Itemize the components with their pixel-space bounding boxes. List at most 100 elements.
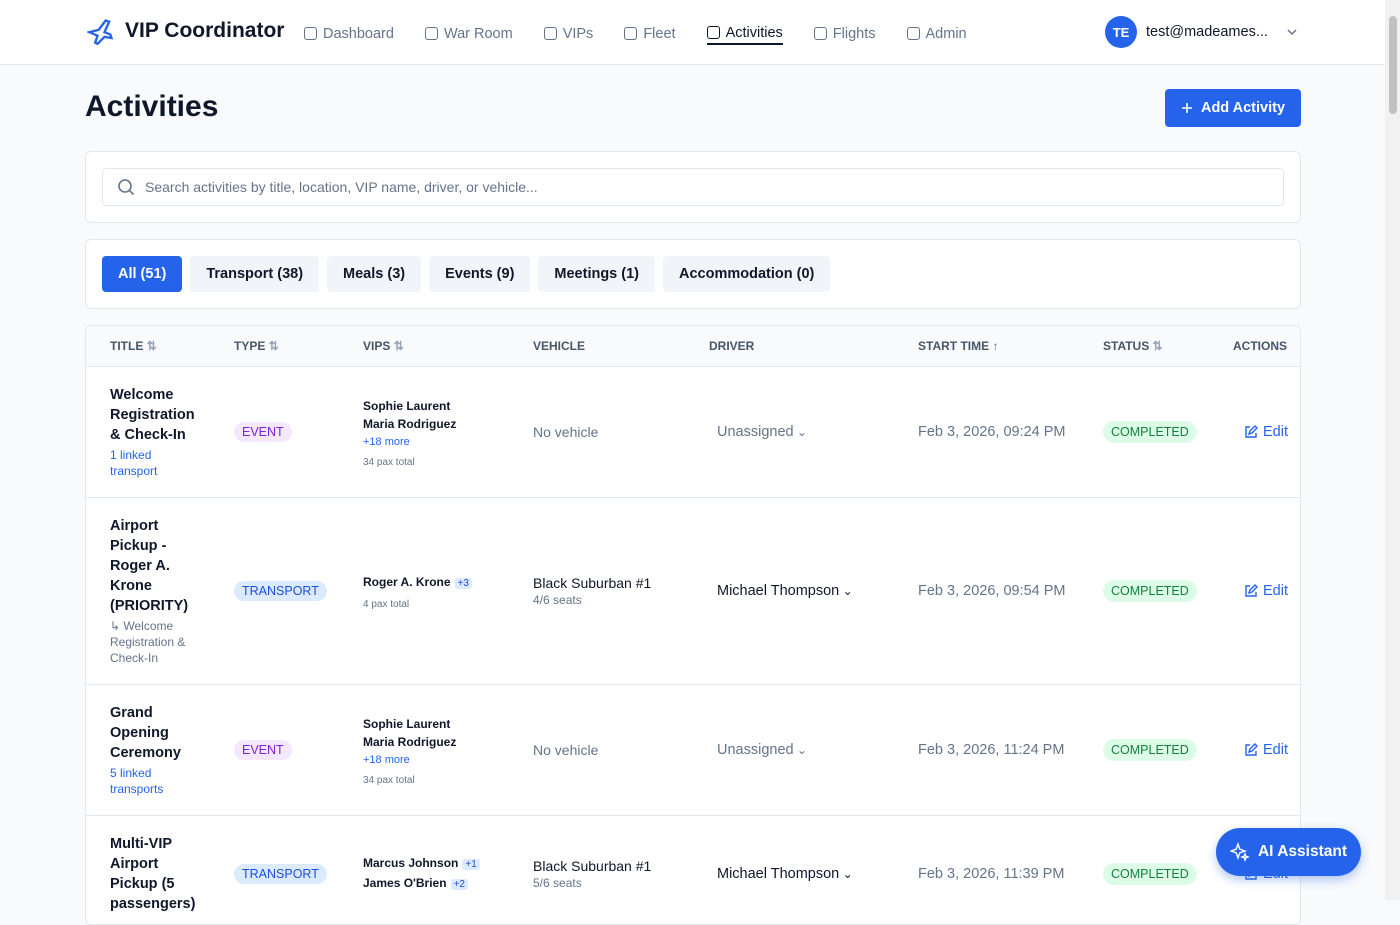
search-input[interactable]: Search activities by title, location, VI… bbox=[102, 168, 1284, 206]
filter-chip[interactable]: Meetings (1) bbox=[538, 256, 655, 292]
filter-chip[interactable]: Events (9) bbox=[429, 256, 531, 292]
column-header[interactable]: START TIME bbox=[918, 339, 1103, 353]
vip: Sophie Laurent bbox=[363, 715, 533, 733]
vip-name: Maria Rodriguez bbox=[363, 734, 457, 749]
edit-button[interactable]: Edit bbox=[1244, 583, 1300, 599]
brand[interactable]: VIP Coordinator bbox=[87, 17, 284, 45]
status-cell: COMPLETED bbox=[1103, 580, 1233, 602]
search-icon bbox=[118, 179, 135, 196]
table-row: Grand Opening Ceremony 5 linked transport… bbox=[86, 685, 1300, 816]
filter-chip[interactable]: All (51) bbox=[102, 256, 183, 292]
edit-label: Edit bbox=[1263, 742, 1288, 758]
vip-extra: +1 bbox=[462, 859, 480, 870]
nav-icon bbox=[624, 27, 638, 40]
vip: Marcus Johnson +1 bbox=[363, 854, 533, 874]
more-vips[interactable]: +18 more bbox=[363, 435, 410, 448]
filter-chip[interactable]: Meals (3) bbox=[327, 256, 422, 292]
driver-select[interactable]: Michael Thompson bbox=[709, 583, 853, 599]
type-cell: TRANSPORT bbox=[234, 864, 363, 884]
nav-item[interactable]: Flights bbox=[813, 22, 876, 45]
start-time: Feb 3, 2026, 11:24 PM bbox=[918, 742, 1065, 758]
title-cell: Grand Opening Ceremony 5 linked transport… bbox=[86, 703, 234, 797]
search-card: Search activities by title, location, VI… bbox=[85, 151, 1301, 223]
nav-item[interactable]: Activities bbox=[706, 22, 783, 45]
edit-label: Edit bbox=[1263, 424, 1288, 440]
start-time: Feb 3, 2026, 11:39 PM bbox=[918, 866, 1065, 882]
type-cell: EVENT bbox=[234, 740, 363, 760]
column-header[interactable]: STATUS bbox=[1103, 339, 1233, 353]
more-vips[interactable]: +18 more bbox=[363, 753, 410, 766]
edit-button[interactable]: Edit bbox=[1244, 424, 1300, 440]
linked-link[interactable]: 5 linked transports bbox=[110, 766, 164, 796]
nav-item[interactable]: Dashboard bbox=[304, 22, 394, 45]
nav-item[interactable]: VIPs bbox=[543, 22, 593, 45]
column-header[interactable]: TITLE bbox=[86, 339, 234, 353]
avatar: TE bbox=[1105, 16, 1137, 48]
title-cell: Welcome Registration & Check-In 1 linked … bbox=[86, 385, 234, 479]
chevron bbox=[1287, 29, 1297, 36]
filter-chip[interactable]: Transport (38) bbox=[190, 256, 320, 292]
driver-cell: Unassigned bbox=[709, 423, 918, 441]
vip-name: Sophie Laurent bbox=[363, 716, 451, 731]
vip-name: Roger A. Krone bbox=[363, 574, 451, 589]
nav: Dashboard War Room VIPs Fleet Activities Flig… bbox=[304, 22, 998, 45]
driver-cell: Unassigned bbox=[709, 741, 918, 759]
activity-title: Airport Pickup - Roger A. Krone (PRIORIT… bbox=[110, 518, 189, 614]
column-header: DRIVER bbox=[709, 339, 755, 353]
vehicle: No vehicle bbox=[533, 742, 599, 758]
type-badge: TRANSPORT bbox=[234, 864, 327, 884]
nav-icon bbox=[424, 27, 438, 40]
status-badge: COMPLETED bbox=[1103, 863, 1197, 885]
type-badge: TRANSPORT bbox=[234, 581, 327, 601]
brand-name: VIP Coordinator bbox=[125, 19, 285, 42]
seats: 4/6 seats bbox=[533, 593, 582, 607]
type-cell: TRANSPORT bbox=[234, 581, 363, 601]
vip-name: Marcus Johnson bbox=[363, 856, 459, 870]
nav-icon bbox=[813, 27, 827, 40]
pax-total: 4 pax total bbox=[363, 598, 410, 610]
status-badge: COMPLETED bbox=[1103, 421, 1197, 443]
activities-table: TITLETYPEVIPSVEHICLE DRIVER START TIMESTAT… bbox=[85, 325, 1301, 925]
vip: James O'Brien +2 bbox=[363, 874, 533, 894]
edit-label: Edit bbox=[1263, 583, 1288, 599]
status-cell: COMPLETED bbox=[1103, 421, 1233, 443]
activity-title: Grand Opening Ceremony bbox=[110, 705, 181, 761]
driver-select[interactable]: Unassigned bbox=[709, 742, 807, 758]
driver-select[interactable]: Unassigned bbox=[709, 424, 807, 440]
user-menu[interactable]: TE test@madeames... bbox=[1105, 16, 1299, 48]
linked-link[interactable]: 1 linked transport bbox=[110, 448, 158, 478]
nav-item[interactable]: War Room bbox=[424, 22, 513, 45]
vips-cell: Marcus Johnson +1 James O'Brien +2 bbox=[363, 854, 533, 894]
filter-chip[interactable]: Accommodation (0) bbox=[663, 256, 831, 292]
nav-item[interactable]: Admin bbox=[906, 22, 967, 45]
start-time: Feb 3, 2026, 09:24 PM bbox=[918, 424, 1066, 440]
table-row: Airport Pickup - Roger A. Krone (PRIORIT… bbox=[86, 498, 1300, 685]
ai-assistant-button[interactable]: AI Assistant bbox=[1216, 828, 1361, 876]
edit-button[interactable]: Edit bbox=[1244, 742, 1300, 758]
status-badge: COMPLETED bbox=[1103, 580, 1197, 602]
column-header: VEHICLE bbox=[533, 339, 586, 353]
pax-total: 34 pax total bbox=[363, 456, 415, 468]
start-time: Feb 3, 2026, 09:54 PM bbox=[918, 583, 1066, 599]
sparkle-icon bbox=[1229, 842, 1250, 862]
column-header: ACTIONS bbox=[1233, 339, 1287, 353]
column-header[interactable]: TYPE bbox=[234, 339, 363, 353]
vips-cell: Roger A. Krone +3 4 pax total bbox=[363, 573, 533, 610]
activity-title: Welcome Registration & Check-In bbox=[110, 387, 195, 443]
column-header[interactable]: VIPS bbox=[363, 339, 533, 353]
nav-icon bbox=[706, 26, 720, 39]
vehicle-cell: No vehicle bbox=[533, 742, 709, 758]
add-label: Add Activity bbox=[1200, 100, 1286, 116]
nav-label: Flights bbox=[832, 25, 876, 42]
type-cell: EVENT bbox=[234, 422, 363, 442]
vips-cell: Sophie Laurent Maria Rodriguez +18 more 34 … bbox=[363, 715, 533, 786]
pax-total: 34 pax total bbox=[363, 774, 415, 786]
nav-item[interactable]: Fleet bbox=[624, 22, 676, 45]
vips-cell: Sophie Laurent Maria Rodriguez +18 more 34 … bbox=[363, 397, 533, 468]
add-button[interactable]: Add Activity bbox=[1165, 89, 1301, 127]
nav-icon bbox=[304, 27, 317, 40]
driver-select[interactable]: Michael Thompson bbox=[709, 866, 853, 882]
vip: Maria Rodriguez bbox=[363, 733, 533, 751]
user-email: test@madeames... bbox=[1146, 24, 1268, 40]
activity-title: Multi-VIP Airport Pickup (5 passengers) bbox=[110, 836, 196, 912]
